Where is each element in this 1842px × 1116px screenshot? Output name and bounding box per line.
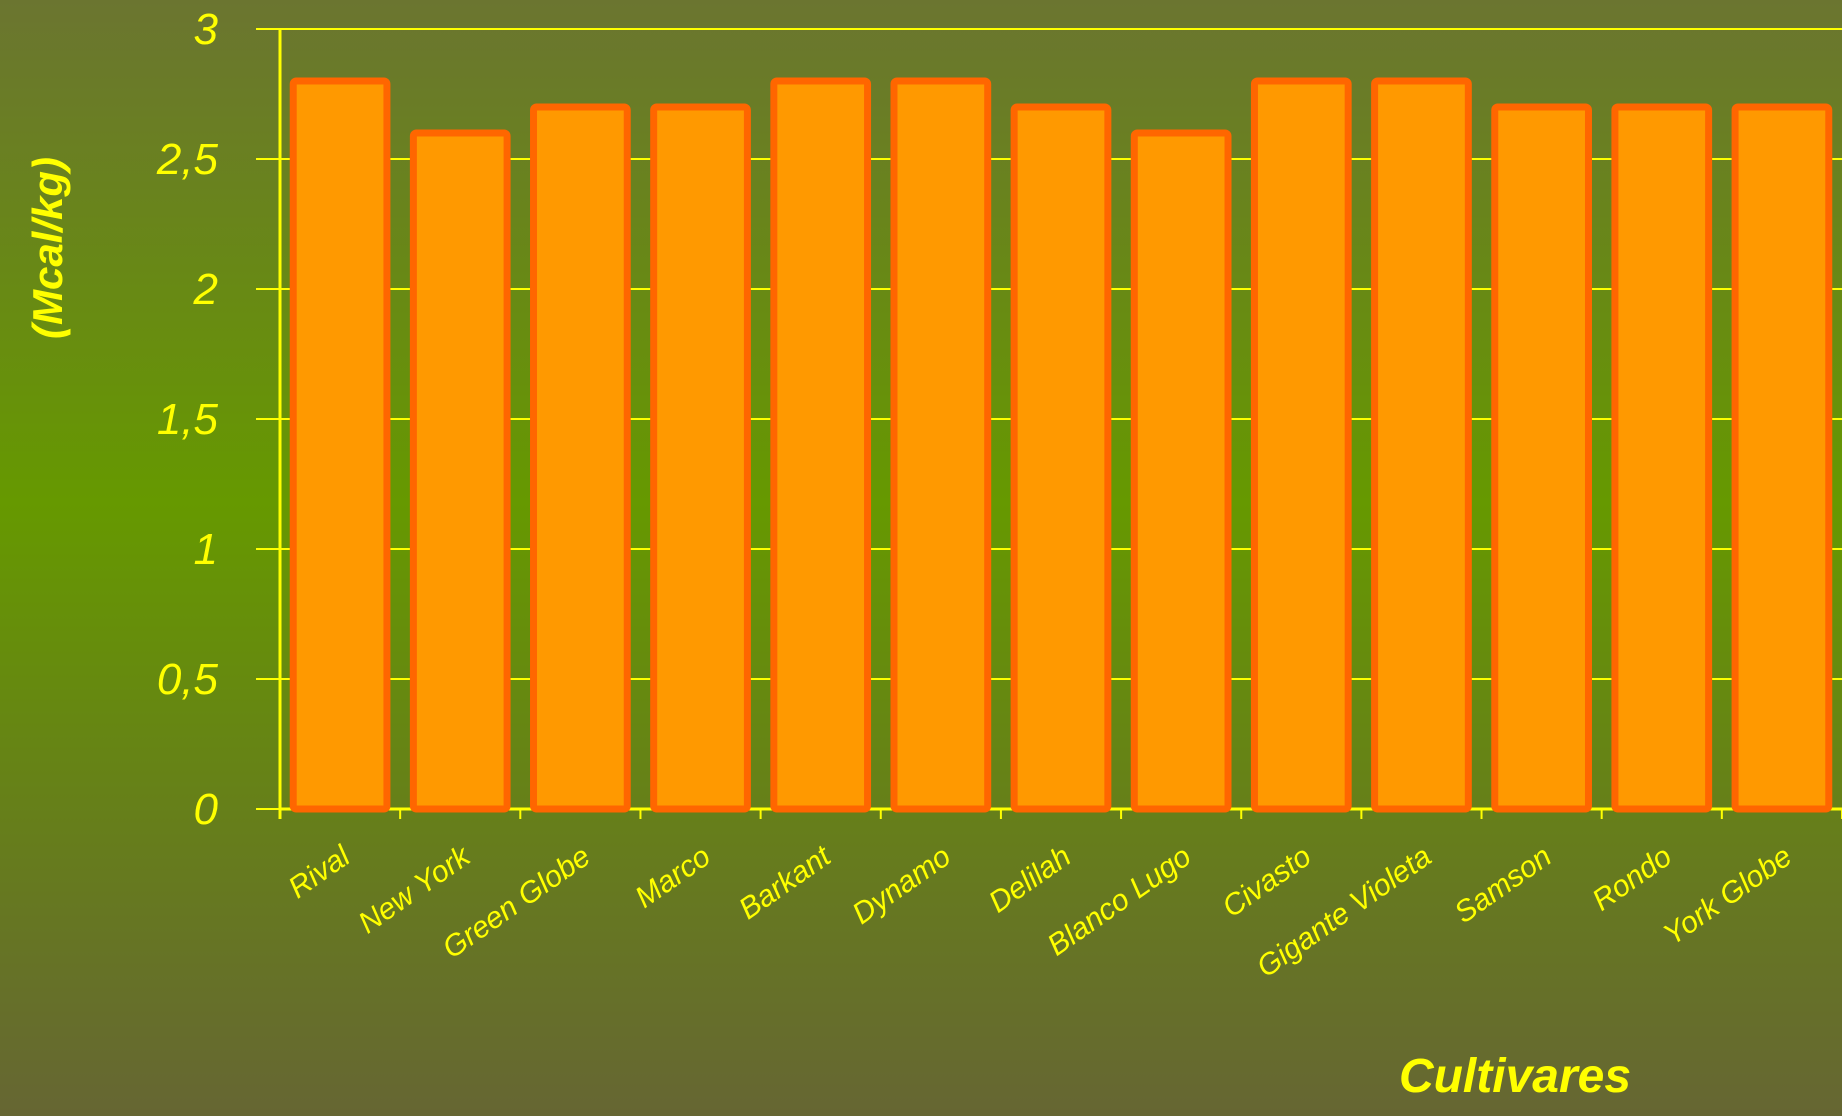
y-tick-label: 2 — [193, 265, 218, 314]
bar — [1250, 77, 1352, 813]
bar — [1010, 103, 1112, 813]
bar — [1731, 103, 1833, 813]
y-tick-label: 0,5 — [157, 655, 219, 704]
bar — [409, 129, 511, 813]
bar — [650, 103, 751, 813]
y-tick-label: 1,5 — [157, 395, 219, 444]
y-tick-label: 2,5 — [156, 135, 219, 184]
bar — [770, 77, 872, 813]
bar — [289, 77, 391, 813]
bar — [890, 77, 992, 813]
bar — [1611, 103, 1713, 813]
y-tick-label: 0 — [194, 785, 219, 834]
y-tick-label: 3 — [194, 5, 219, 54]
y-tick-label: 1 — [194, 525, 218, 574]
bar — [530, 103, 631, 813]
bar — [1130, 129, 1232, 813]
y-axis-label: (Mcal/kg) — [24, 157, 71, 339]
x-axis-label: Cultivares — [1399, 1050, 1631, 1103]
bar — [1491, 103, 1592, 813]
bar — [1371, 77, 1472, 813]
